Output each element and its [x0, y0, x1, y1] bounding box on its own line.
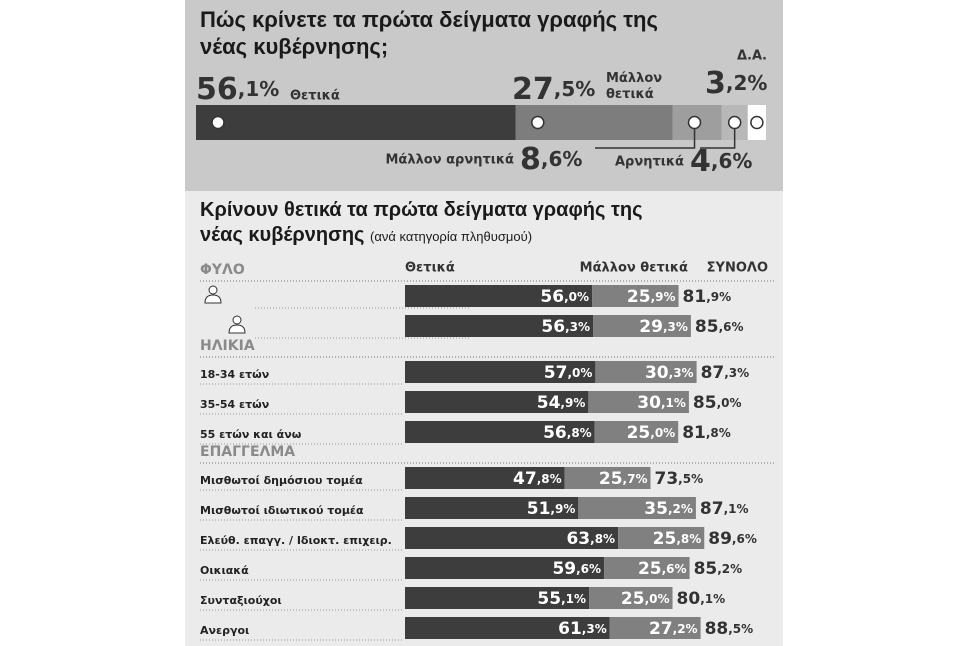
value-label: 56,1%: [196, 72, 279, 107]
row-label: 18-34 ετών: [200, 368, 269, 381]
bar-segment: [594, 421, 679, 443]
row-label: Ελεύθ. επαγγ. / Ιδιοκτ. επιχειρ.: [200, 534, 392, 547]
marker-dot: [687, 115, 702, 130]
bar-segment: [405, 361, 596, 383]
value-label: 25,7%: [599, 469, 648, 489]
row-label: 35-54 ετών: [200, 398, 269, 411]
leader-line: [700, 122, 736, 149]
value-label: 56,8%: [543, 423, 592, 443]
bar-segment: [405, 391, 589, 413]
person-icon: [232, 315, 242, 325]
group-label: ΦΥΛΟ: [200, 262, 245, 278]
value-label: 30,1%: [637, 393, 686, 413]
legend-label: Θετικά: [405, 261, 455, 276]
value-label: 54,9%: [537, 393, 586, 413]
row-label: 55 ετών και άνω: [200, 428, 302, 441]
total-label: 87,3%: [701, 363, 750, 383]
value-label: 29,3%: [639, 317, 688, 337]
value-label: 25,9%: [627, 287, 676, 307]
bar-segment: [196, 105, 516, 140]
bar-segment: [405, 285, 593, 307]
chart-title-block: Κρίνουν θετικά τα πρώτα δείγματα γραφής …: [200, 198, 680, 249]
bar-segment: [595, 361, 697, 383]
bar-segment: [578, 497, 696, 519]
bar-segment: [405, 467, 565, 489]
bar-segment: [405, 617, 610, 639]
category-label: Μάλλον αρνητικά: [385, 153, 514, 168]
leader-line: [595, 122, 696, 149]
bar-segment: [405, 315, 594, 337]
row-label: Συνταξιούχοι: [200, 594, 282, 607]
total-label: 80,1%: [677, 589, 726, 609]
marker-dot: [727, 115, 742, 130]
bar-segment: [405, 587, 590, 609]
value-label: 59,6%: [552, 559, 601, 579]
total-label: 88,5%: [705, 619, 754, 639]
total-label: 81,9%: [683, 287, 732, 307]
chart-subtitle: (ανά κατηγορία πληθυσμού): [370, 229, 533, 244]
category-label: Αρνητικά: [615, 155, 684, 170]
legend-label: Μάλλον θετικά: [580, 261, 688, 276]
total-label: 73,5%: [654, 469, 703, 489]
row-label: Μισθωτοί δημόσιου τομέα: [200, 474, 363, 487]
row-label: Οικιακά: [200, 564, 249, 577]
chart-title: Πώς κρίνετε τα πρώτα δείγματα γραφής της…: [200, 7, 658, 59]
bar-segment: [588, 391, 689, 413]
bar-segment: [405, 527, 619, 549]
bar-segment: [564, 467, 651, 489]
category-label: Δ.Α.: [737, 49, 767, 64]
value-label: 27,5%: [512, 72, 595, 107]
total-label: 85,6%: [695, 317, 744, 337]
row-label: Ανεργοι: [200, 624, 249, 637]
total-label: 87,1%: [700, 499, 749, 519]
value-label: 25,6%: [638, 559, 687, 579]
row-label: Μισθωτοί ιδιωτικού τομέα: [200, 504, 364, 517]
total-header: ΣΥΝΟΛΟ: [707, 261, 768, 276]
group-label: ΗΛΙΚΙΑ: [200, 338, 255, 354]
value-label: 51,9%: [527, 499, 576, 519]
value-label: 25,0%: [621, 589, 670, 609]
value-label: 4,6%: [690, 144, 752, 179]
category-label: Θετικά: [290, 89, 340, 104]
bar-segment: [609, 617, 701, 639]
bar-segment: [618, 527, 705, 549]
value-label: 61,3%: [558, 619, 607, 639]
bar-segment: [405, 421, 595, 443]
marker-dot: [750, 115, 764, 130]
bar-segment: [405, 497, 579, 519]
value-label: 3,2%: [705, 66, 767, 101]
value-label: 35,2%: [644, 499, 693, 519]
chart-title: Κρίνουν θετικά τα πρώτα δείγματα γραφής …: [200, 199, 643, 246]
value-label: 56,3%: [541, 317, 590, 337]
value-label: 63,8%: [566, 529, 615, 549]
bar-segment: [592, 285, 679, 307]
person-icon: [204, 294, 222, 304]
value-label: 56,0%: [540, 287, 589, 307]
marker-dot: [531, 115, 545, 130]
category-label: Μάλλον θετικά: [606, 71, 662, 102]
total-label: 89,6%: [708, 529, 757, 549]
total-label: 81,8%: [682, 423, 731, 443]
group-label: ΕΠΑΓΓΕΛΜΑ: [200, 444, 295, 460]
total-label: 85,2%: [694, 559, 743, 579]
total-label: 85,0%: [693, 393, 742, 413]
value-label: 47,8%: [513, 469, 562, 489]
value-label: 25,8%: [653, 529, 702, 549]
value-label: 55,1%: [537, 589, 586, 609]
value-label: 30,3%: [645, 363, 694, 383]
bar-segment: [405, 557, 605, 579]
person-icon: [228, 324, 246, 334]
marker-dot: [211, 115, 225, 130]
bar-segment: [604, 557, 690, 579]
value-label: 27,2%: [649, 619, 698, 639]
person-icon: [208, 285, 218, 295]
value-label: 8,6%: [520, 142, 582, 177]
value-label: 57,0%: [544, 363, 593, 383]
top-panel: [185, 0, 783, 191]
bar-segment: [593, 315, 691, 337]
value-label: 25,0%: [627, 423, 676, 443]
bar-segment: [589, 587, 673, 609]
